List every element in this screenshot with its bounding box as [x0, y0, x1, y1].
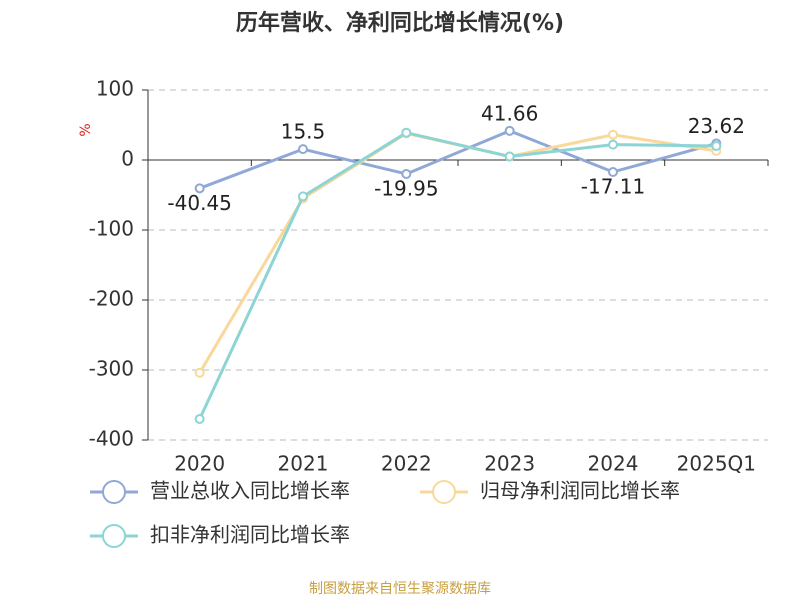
legend-marker: [102, 524, 126, 548]
data-point: [608, 129, 618, 140]
series-line: [199, 129, 717, 190]
legend-marker: [432, 480, 456, 504]
legend-marker: [102, 480, 126, 504]
legend-label: 扣非净利润同比增长率: [150, 523, 350, 547]
data-point: [504, 151, 515, 162]
data-point: [298, 144, 308, 155]
source-note: 制图数据来自恒生聚源数据库: [309, 581, 491, 597]
y-axis-label: %: [78, 123, 94, 136]
data-label: -40.45: [167, 191, 231, 215]
y-tick-label: -100: [89, 217, 134, 241]
y-tick-label: -300: [89, 357, 134, 381]
data-point: [194, 367, 205, 378]
chart-title: 历年营收、净利同比增长情况(%): [236, 10, 564, 36]
data-label: 15.5: [281, 120, 326, 144]
x-tick-label: 2020: [174, 452, 225, 476]
x-tick-label: 2023: [484, 452, 535, 476]
data-point: [401, 168, 412, 179]
data-label: -19.95: [374, 176, 438, 200]
data-point: [401, 127, 412, 138]
data-point: [194, 183, 205, 194]
legend-label: 归母净利润同比增长率: [480, 479, 680, 503]
data-label: -17.11: [581, 174, 645, 198]
data-point: [711, 141, 722, 151]
y-tick-label: 0: [121, 147, 134, 171]
y-tick-label: -200: [89, 287, 134, 311]
legend-label: 营业总收入同比增长率: [150, 479, 350, 503]
data-label: 23.62: [688, 114, 745, 138]
data-point: [194, 414, 205, 424]
data-point: [504, 125, 515, 136]
x-tick-label: 2021: [278, 452, 329, 476]
data-point: [608, 166, 618, 177]
x-tick-label: 2024: [588, 452, 639, 476]
data-point: [298, 191, 308, 202]
data-point: [608, 139, 618, 150]
y-tick-label: -400: [89, 427, 134, 451]
x-tick-label: 2022: [381, 452, 432, 476]
y-tick-label: 100: [96, 77, 134, 101]
series-line: [198, 131, 717, 420]
data-label: 41.66: [481, 101, 538, 125]
x-tick-label: 2025Q1: [677, 452, 756, 476]
